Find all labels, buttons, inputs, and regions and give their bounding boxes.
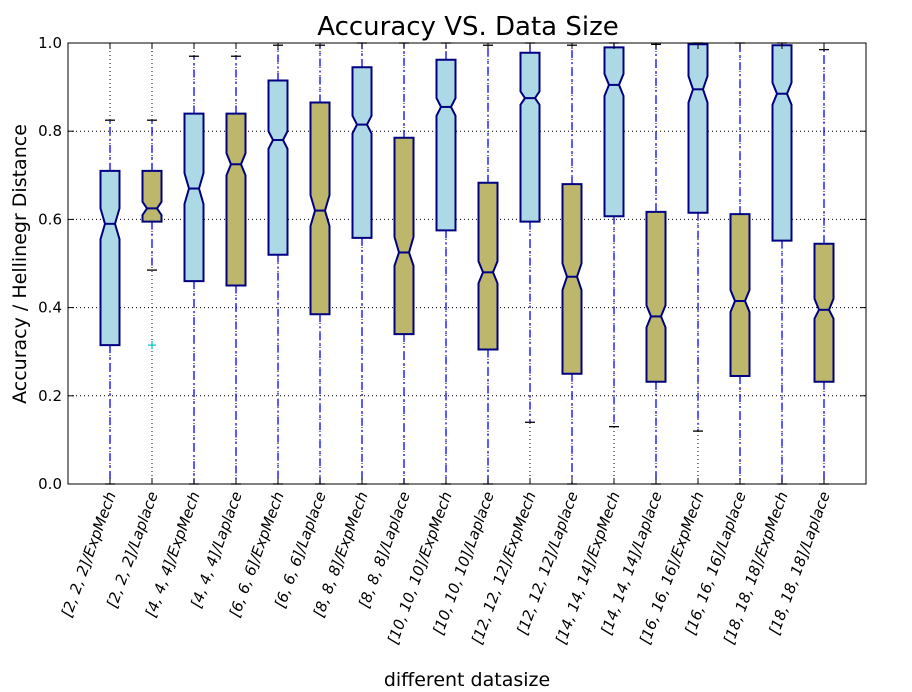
- box-expmech: [435, 58, 457, 232]
- boxes: [99, 43, 835, 383]
- y-tick-labels: 0.0 0.2 0.4 0.6 0.8 1.0: [38, 34, 62, 493]
- ticks: [68, 42, 866, 485]
- box-laplace: [141, 169, 163, 223]
- y-axis-label: Accuracy / Hellinegr Distance: [9, 124, 31, 404]
- y-tick-label: 0.4: [38, 299, 62, 317]
- box-expmech: [771, 44, 793, 242]
- box-expmech: [351, 66, 373, 239]
- y-tick-label: 0.0: [38, 475, 62, 493]
- box-laplace: [729, 213, 751, 377]
- whiskers: [105, 42, 829, 485]
- box-laplace: [645, 210, 667, 383]
- box-expmech: [687, 43, 709, 214]
- box-laplace: [225, 112, 247, 287]
- box-expmech: [99, 169, 121, 347]
- y-tick-label: 1.0: [38, 34, 62, 52]
- box-expmech: [267, 79, 289, 256]
- box-expmech: [603, 46, 625, 218]
- box-laplace: [813, 242, 835, 383]
- x-axis-label: different datasize: [384, 669, 550, 691]
- chart-title: Accuracy VS. Data Size: [317, 12, 619, 42]
- box-laplace: [561, 183, 583, 375]
- x-tick-labels: [2, 2, 2]/ExpMech[2, 2, 2]/Laplace[4, 4,…: [58, 489, 834, 646]
- box-expmech: [519, 51, 541, 223]
- plot-frame: [67, 42, 867, 485]
- box-laplace: [477, 181, 499, 351]
- y-tick-label: 0.2: [38, 387, 62, 405]
- box-expmech: [183, 112, 205, 283]
- y-tick-label: 0.8: [38, 122, 62, 140]
- box-laplace: [309, 101, 331, 316]
- box-laplace: [393, 136, 415, 336]
- y-tick-label: 0.6: [38, 210, 62, 228]
